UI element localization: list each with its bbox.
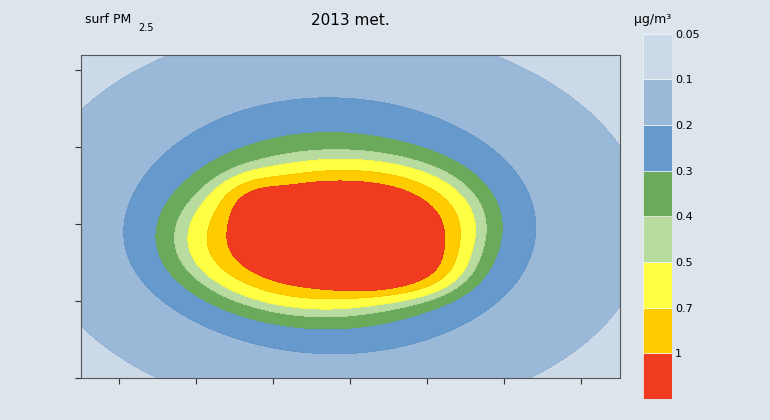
Bar (643, 307, 672, 353)
Bar (643, 216, 672, 262)
Text: 2013 met.: 2013 met. (311, 13, 390, 28)
Bar (643, 79, 672, 125)
Bar (643, 125, 672, 171)
Bar (643, 262, 672, 307)
Text: 2.5: 2.5 (139, 23, 154, 33)
Bar (643, 353, 672, 399)
Text: μg/m³: μg/m³ (634, 13, 671, 26)
Bar (643, 171, 672, 216)
Bar (643, 34, 672, 79)
Text: surf PM: surf PM (85, 13, 131, 26)
